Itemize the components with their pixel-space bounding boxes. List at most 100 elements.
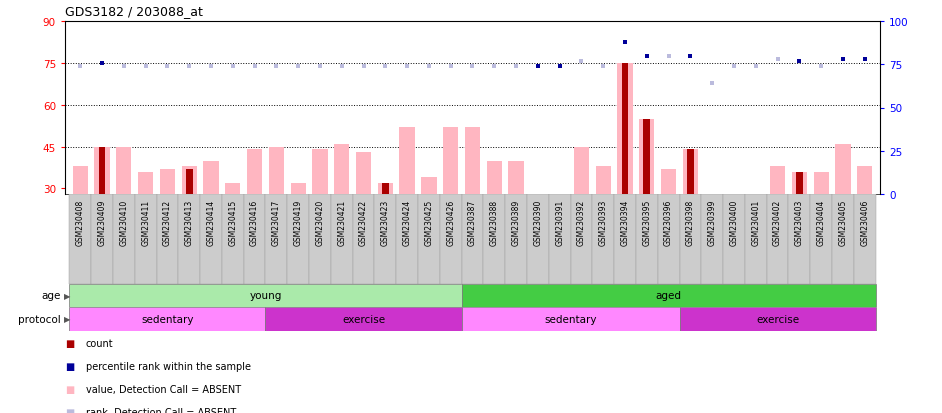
- Bar: [658, 195, 679, 284]
- Bar: [225, 183, 240, 273]
- Text: GSM230410: GSM230410: [120, 199, 128, 245]
- Bar: [178, 195, 200, 284]
- Text: count: count: [86, 339, 113, 349]
- Text: GSM230390: GSM230390: [533, 199, 543, 245]
- Bar: [382, 183, 389, 273]
- Bar: [116, 147, 132, 273]
- Bar: [378, 183, 393, 273]
- Bar: [266, 195, 287, 284]
- Bar: [462, 195, 483, 284]
- Text: GSM230396: GSM230396: [664, 199, 674, 245]
- Bar: [748, 211, 763, 273]
- Bar: [640, 119, 655, 273]
- Text: protocol: protocol: [18, 314, 60, 324]
- Text: sedentary: sedentary: [544, 314, 597, 324]
- Text: GSM230389: GSM230389: [512, 199, 521, 245]
- Text: GSM230417: GSM230417: [272, 199, 281, 245]
- Bar: [617, 64, 633, 273]
- Bar: [462, 307, 679, 331]
- Bar: [186, 169, 193, 273]
- Bar: [661, 169, 676, 273]
- Text: GSM230416: GSM230416: [250, 199, 259, 245]
- Bar: [70, 284, 462, 307]
- Text: ■: ■: [65, 384, 74, 394]
- Bar: [352, 195, 374, 284]
- Bar: [705, 261, 720, 273]
- Text: exercise: exercise: [756, 314, 799, 324]
- Text: GSM230406: GSM230406: [860, 199, 869, 245]
- Bar: [200, 195, 222, 284]
- Bar: [399, 128, 414, 273]
- Bar: [397, 195, 418, 284]
- Bar: [857, 167, 872, 273]
- Bar: [99, 147, 106, 273]
- Text: GSM230420: GSM230420: [316, 199, 324, 245]
- Text: value, Detection Call = ABSENT: value, Detection Call = ABSENT: [86, 384, 241, 394]
- Bar: [726, 211, 741, 273]
- Text: GSM230398: GSM230398: [686, 199, 695, 245]
- Bar: [791, 172, 807, 273]
- Bar: [73, 167, 88, 273]
- Text: GSM230419: GSM230419: [294, 199, 302, 245]
- Bar: [556, 222, 563, 273]
- Text: GDS3182 / 203088_at: GDS3182 / 203088_at: [65, 5, 203, 18]
- Bar: [683, 150, 698, 273]
- Text: GSM230400: GSM230400: [729, 199, 739, 245]
- Bar: [487, 161, 502, 273]
- Bar: [643, 119, 650, 273]
- Text: GSM230408: GSM230408: [75, 199, 85, 245]
- Text: GSM230387: GSM230387: [468, 199, 477, 245]
- Bar: [138, 172, 154, 273]
- Bar: [313, 150, 328, 273]
- Text: GSM230392: GSM230392: [577, 199, 586, 245]
- Bar: [574, 147, 589, 273]
- Text: GSM230394: GSM230394: [621, 199, 629, 245]
- Bar: [767, 195, 788, 284]
- Bar: [91, 195, 113, 284]
- Bar: [440, 195, 462, 284]
- Bar: [443, 128, 459, 273]
- Bar: [94, 147, 109, 273]
- Text: ▶: ▶: [64, 291, 71, 300]
- Bar: [160, 169, 175, 273]
- Bar: [814, 172, 829, 273]
- Bar: [701, 195, 723, 284]
- Text: GSM230415: GSM230415: [228, 199, 237, 245]
- Bar: [290, 183, 306, 273]
- Text: young: young: [250, 291, 282, 301]
- Bar: [356, 153, 371, 273]
- Bar: [788, 195, 810, 284]
- Bar: [309, 195, 331, 284]
- Bar: [530, 222, 545, 273]
- Bar: [622, 64, 628, 273]
- Bar: [687, 150, 694, 273]
- Text: GSM230422: GSM230422: [359, 199, 368, 245]
- Text: GSM230402: GSM230402: [773, 199, 782, 245]
- Text: exercise: exercise: [342, 314, 385, 324]
- Bar: [796, 172, 803, 273]
- Bar: [832, 195, 853, 284]
- Bar: [222, 195, 244, 284]
- Bar: [593, 195, 614, 284]
- Text: GSM230414: GSM230414: [206, 199, 216, 245]
- Bar: [770, 167, 786, 273]
- Bar: [418, 195, 440, 284]
- Bar: [266, 307, 462, 331]
- Bar: [483, 195, 505, 284]
- Text: ■: ■: [65, 407, 74, 413]
- Bar: [527, 195, 549, 284]
- Bar: [679, 195, 701, 284]
- Text: GSM230421: GSM230421: [337, 199, 347, 245]
- Bar: [135, 195, 156, 284]
- Text: sedentary: sedentary: [141, 314, 194, 324]
- Bar: [679, 307, 876, 331]
- Text: GSM230405: GSM230405: [838, 199, 848, 245]
- Bar: [268, 147, 284, 273]
- Bar: [462, 284, 876, 307]
- Bar: [70, 307, 266, 331]
- Bar: [182, 167, 197, 273]
- Bar: [723, 195, 745, 284]
- Bar: [534, 222, 542, 273]
- Bar: [331, 195, 352, 284]
- Text: GSM230395: GSM230395: [642, 199, 651, 245]
